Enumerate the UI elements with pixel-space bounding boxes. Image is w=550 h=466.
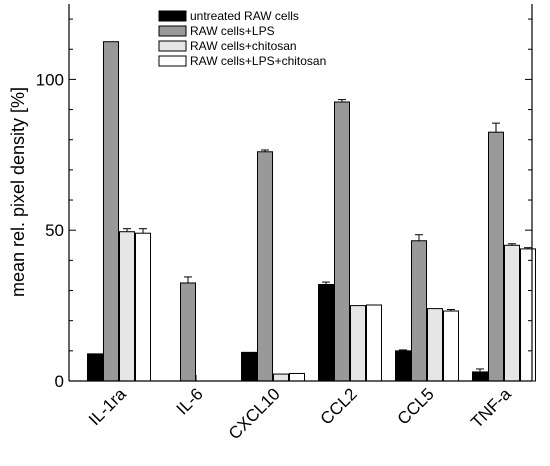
bar	[366, 304, 382, 382]
legend-swatch	[158, 55, 187, 67]
bar	[427, 308, 443, 382]
bar	[334, 101, 350, 382]
legend-label: RAW cells+chitosan	[190, 39, 297, 53]
x-tick-label: TNF-a	[467, 384, 515, 432]
legend-swatch	[158, 10, 187, 22]
legend-label: RAW cells+LPS+chitosan	[190, 54, 326, 68]
x-tick-label: CCL2	[317, 384, 361, 428]
bar	[241, 351, 257, 382]
y-tick-label: 0	[55, 372, 64, 391]
bar	[395, 350, 411, 382]
bar	[318, 283, 334, 382]
y-tick-label: 100	[36, 70, 64, 89]
bar	[350, 305, 366, 382]
bar	[103, 41, 119, 382]
bar	[180, 282, 196, 382]
bar	[135, 232, 151, 382]
x-tick-label: IL-6	[173, 384, 207, 418]
x-tick-label: CCL5	[394, 384, 438, 428]
x-tick-label: CXCL10	[225, 384, 284, 443]
bar	[289, 372, 305, 382]
bar	[443, 310, 459, 382]
y-tick-label: 50	[45, 221, 64, 240]
bars-layer	[87, 41, 536, 382]
x-tick-label: IL-1ra	[85, 384, 130, 429]
legend-swatch	[158, 40, 187, 52]
bar	[257, 151, 273, 382]
bar	[119, 231, 135, 382]
bar	[520, 248, 536, 382]
legend-swatch	[158, 25, 187, 37]
bar	[504, 244, 520, 382]
bar	[87, 353, 103, 382]
bar	[472, 371, 488, 382]
legend-label: untreated RAW cells	[190, 9, 299, 23]
bar	[273, 373, 289, 382]
bar	[411, 240, 427, 382]
legend-label: RAW cells+LPS	[190, 24, 275, 38]
bar	[488, 131, 504, 382]
y-axis-title: mean rel. pixel density [%]	[8, 87, 28, 297]
